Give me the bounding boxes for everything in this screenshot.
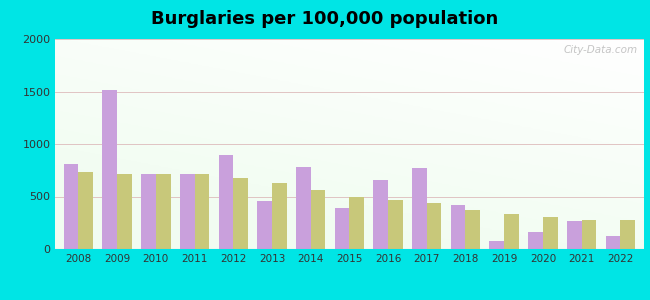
Bar — [567, 221, 582, 249]
Bar — [620, 220, 635, 249]
Bar — [311, 190, 326, 249]
Bar — [543, 217, 558, 249]
Bar — [141, 174, 156, 249]
Bar — [350, 196, 364, 249]
Bar — [427, 203, 441, 249]
Bar — [233, 178, 248, 249]
Bar — [465, 210, 480, 249]
Text: City-Data.com: City-Data.com — [564, 45, 638, 55]
Bar — [373, 180, 388, 249]
Bar — [194, 174, 209, 249]
Bar — [412, 168, 427, 249]
Bar — [528, 232, 543, 249]
Bar — [103, 91, 117, 249]
Bar — [257, 201, 272, 249]
Bar — [156, 174, 170, 249]
Bar — [489, 241, 504, 249]
Bar — [79, 172, 93, 249]
Bar — [335, 208, 349, 249]
Text: Burglaries per 100,000 population: Burglaries per 100,000 population — [151, 11, 499, 28]
Bar — [388, 200, 403, 249]
Bar — [117, 174, 132, 249]
Bar — [218, 154, 233, 249]
Bar — [180, 174, 194, 249]
Bar — [582, 220, 596, 249]
Bar — [504, 214, 519, 249]
Bar — [450, 205, 465, 249]
Bar — [64, 164, 79, 249]
Bar — [272, 183, 287, 249]
Bar — [606, 236, 620, 249]
Bar — [296, 167, 311, 249]
